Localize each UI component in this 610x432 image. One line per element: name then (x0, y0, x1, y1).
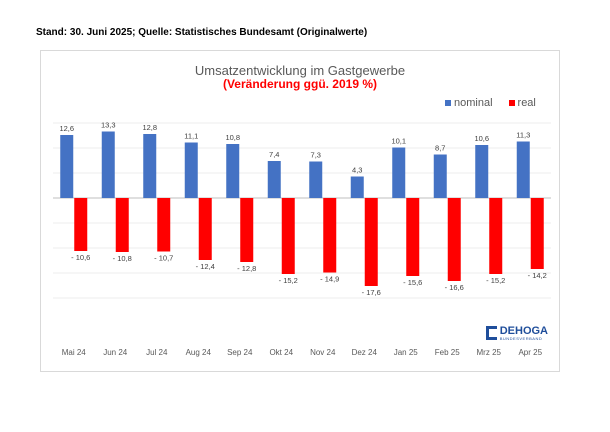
data-label-real-9: - 16,6 (445, 283, 464, 292)
bar-nominal-6 (309, 161, 323, 198)
data-label-nominal-5: 7,4 (269, 150, 279, 159)
data-label-nominal-3: 11,1 (184, 132, 198, 141)
dehoga-logo-text: DEHOGA BUNDESVERBAND (499, 324, 548, 341)
dehoga-logo: DEHOGA BUNDESVERBAND (486, 324, 548, 342)
x-tick-label-1: Jun 24 (103, 348, 128, 357)
bar-nominal-5 (267, 161, 281, 198)
data-label-nominal-0: 12,6 (59, 124, 74, 133)
data-label-real-10: - 15,2 (486, 276, 505, 285)
x-tick-label-6: Nov 24 (310, 348, 336, 357)
x-tick-label-3: Aug 24 (186, 348, 212, 357)
data-label-real-4: - 12,8 (237, 264, 256, 273)
data-label-nominal-10: 10,6 (474, 134, 489, 143)
x-tick-label-8: Jan 25 (394, 348, 419, 357)
bar-nominal-1 (101, 131, 115, 198)
x-tick-label-2: Jul 24 (146, 348, 168, 357)
x-tick-label-0: Mai 24 (62, 348, 87, 357)
bar-real-2 (157, 198, 171, 252)
chart-title: Umsatzentwicklung im Gastgewerbe (194, 63, 406, 78)
x-tick-label-11: Apr 25 (518, 348, 542, 357)
bar-real-6 (323, 198, 337, 273)
bar-nominal-7 (350, 176, 364, 198)
x-tick-label-9: Feb 25 (435, 348, 460, 357)
chart-frame: 12,6 - 10,6 13,3 - 10,8 12,8 - 10,7 11,1 - 12,4… (40, 50, 560, 372)
bar-nominal-9 (433, 154, 447, 198)
data-label-real-3: - 12,4 (196, 262, 215, 271)
bar-nominal-3 (184, 142, 198, 198)
data-label-nominal-7: 4,3 (352, 166, 362, 175)
data-label-real-1: - 10,8 (113, 254, 132, 263)
data-label-nominal-2: 12,8 (142, 123, 157, 132)
legend-label-real: real (517, 97, 536, 109)
data-label-real-8: - 15,6 (403, 278, 422, 287)
data-label-nominal-11: 11,3 (516, 131, 530, 140)
dehoga-logo-sub: BUNDESVERBAND (499, 335, 543, 341)
x-tick-label-5: Okt 24 (269, 348, 293, 357)
data-label-real-0: - 10,6 (71, 253, 90, 262)
x-tick-label-4: Sep 24 (227, 348, 253, 357)
bar-nominal-11 (516, 141, 530, 198)
bar-real-3 (198, 198, 212, 260)
data-label-nominal-8: 10,1 (391, 137, 406, 146)
bar-real-8 (406, 198, 420, 276)
source-line: Stand: 30. Juni 2025; Quelle: Statistisc… (36, 27, 368, 38)
legend-item-real: real (508, 97, 536, 109)
data-label-real-11: - 14,2 (528, 271, 547, 280)
chart-subtitle: (Veränderung ggü. 2019 %) (222, 77, 378, 91)
data-label-real-6: - 14,9 (320, 275, 339, 284)
bar-real-0 (74, 198, 88, 251)
data-label-nominal-6: 7,3 (311, 151, 321, 160)
bar-real-1 (115, 198, 129, 252)
bar-nominal-2 (143, 134, 157, 198)
data-label-real-7: - 17,6 (362, 288, 381, 297)
bar-real-9 (447, 198, 461, 281)
legend-item-nominal: nominal (445, 97, 493, 109)
data-label-nominal-4: 10,8 (225, 133, 240, 142)
bar-real-10 (489, 198, 503, 274)
bar-chart: 12,6 - 10,6 13,3 - 10,8 12,8 - 10,7 11,1 - 12,4… (53, 121, 551, 357)
x-tick-label-10: Mrz 25 (477, 348, 502, 357)
data-label-real-2: - 10,7 (154, 254, 173, 263)
x-tick-label-7: Dez 24 (352, 348, 378, 357)
legend-label-nominal: nominal (454, 97, 493, 109)
legend: nominal real (445, 97, 546, 109)
bar-real-7 (364, 198, 378, 286)
legend-swatch-real (508, 100, 515, 106)
bar-real-4 (240, 198, 254, 262)
data-label-nominal-1: 13,3 (101, 121, 116, 130)
legend-swatch-nominal (445, 100, 451, 106)
bar-real-11 (530, 198, 544, 269)
bar-real-5 (281, 198, 295, 274)
bar-nominal-4 (226, 144, 240, 198)
dehoga-logo-mark (486, 326, 497, 340)
bar-nominal-10 (475, 145, 489, 198)
dehoga-logo-name: DEHOGA (499, 324, 548, 337)
bar-nominal-8 (392, 147, 406, 198)
data-label-nominal-9: 8,7 (435, 144, 445, 153)
bar-nominal-0 (60, 135, 74, 198)
data-label-real-5: - 15,2 (279, 276, 298, 285)
